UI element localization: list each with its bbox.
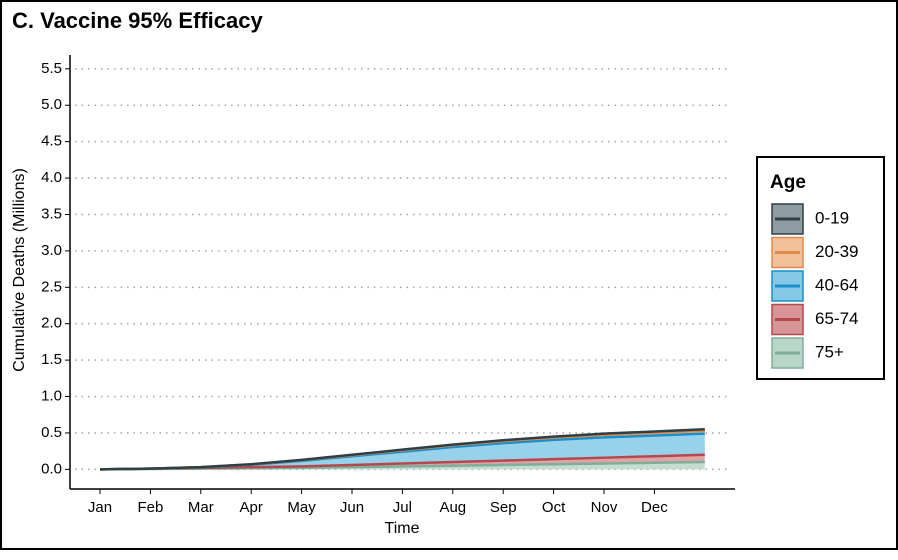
legend-label: 20-39 [815, 242, 858, 261]
legend-label: 75+ [815, 342, 844, 361]
legend-label: 40-64 [815, 275, 858, 294]
y-tick-label: 0.0 [41, 460, 62, 477]
y-tick-label: 5.5 [41, 60, 62, 77]
y-tick-label: 2.5 [41, 278, 62, 295]
chart-title: C. Vaccine 95% Efficacy [12, 8, 263, 33]
x-tick-label: Apr [240, 499, 263, 516]
x-tick-label: May [287, 499, 316, 516]
legend-label: 65-74 [815, 309, 858, 328]
y-axis-label: Cumulative Deaths (Millions) [11, 168, 28, 372]
x-tick-label: Mar [188, 499, 214, 516]
y-tick-label: 1.5 [41, 351, 62, 368]
y-tick-label: 2.0 [41, 315, 62, 332]
legend-title: Age [770, 172, 806, 193]
x-tick-label: Nov [591, 499, 618, 516]
y-tick-label: 3.5 [41, 205, 62, 222]
plot [75, 68, 730, 471]
x-tick-label: Dec [641, 499, 668, 516]
x-tick-label: Jun [340, 499, 364, 516]
x-tick-label: Oct [542, 499, 566, 516]
x-axis-label: Time [385, 520, 420, 537]
area [100, 462, 705, 470]
legend-label: 0-19 [815, 208, 849, 227]
area [100, 433, 705, 470]
y-tick-label: 1.0 [41, 387, 62, 404]
y-tick-label: 0.5 [41, 424, 62, 441]
y-tick-label: 4.0 [41, 169, 62, 186]
area [100, 430, 705, 470]
y-tick-label: 3.0 [41, 242, 62, 259]
x-tick-label: Jul [393, 499, 412, 516]
y-tick-label: 5.0 [41, 96, 62, 113]
x-tick-label: Aug [439, 499, 466, 516]
y-tick-label: 4.5 [41, 133, 62, 150]
x-tick-label: Feb [137, 499, 163, 516]
x-tick-label: Sep [490, 499, 517, 516]
x-tick-label: Jan [88, 499, 112, 516]
line [99, 428, 705, 471]
